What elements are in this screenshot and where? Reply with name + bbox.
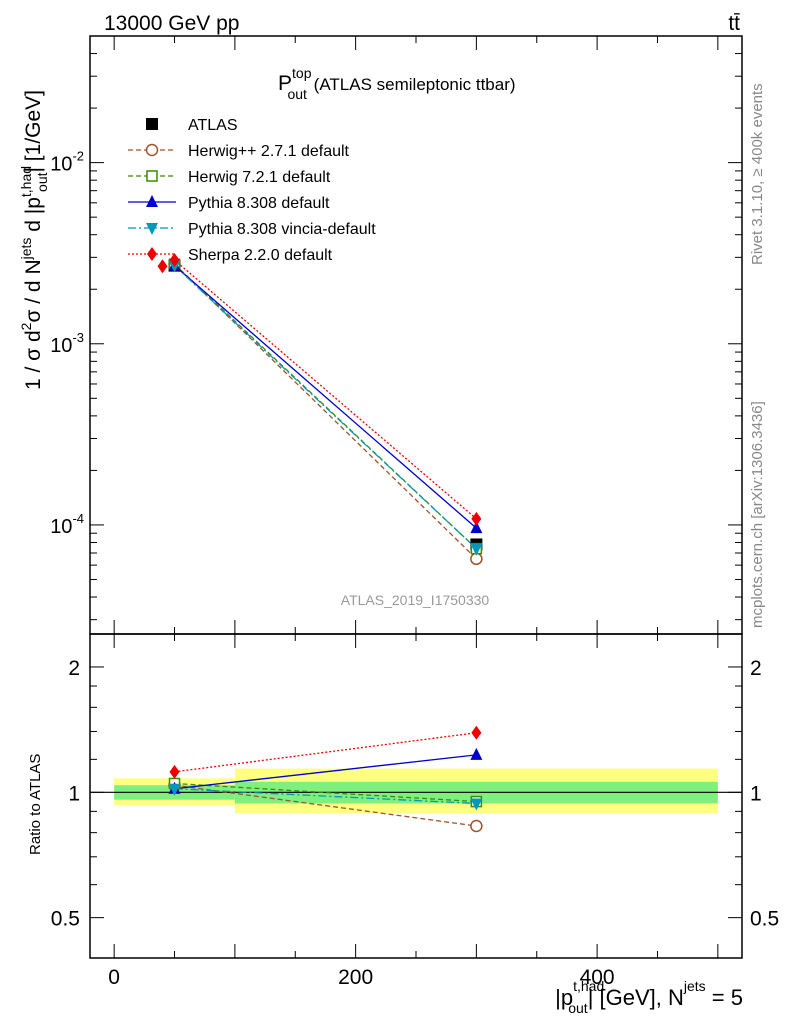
legend-marker xyxy=(145,143,159,157)
ratio-line xyxy=(174,788,477,805)
plot-title: Ptop out (ATLAS semileptonic ttbar) xyxy=(278,65,516,102)
y-tick-label: 0.5 xyxy=(51,908,80,931)
y-tick-label: 10-2 xyxy=(50,149,84,176)
legend-marker xyxy=(147,247,157,261)
legend-marker xyxy=(146,223,158,235)
legend-item: Pythia 8.308 vincia-default xyxy=(128,221,376,238)
legend-marker xyxy=(146,170,158,182)
watermark: ATLAS_2019_I1750330 xyxy=(341,592,490,608)
legend-item: ATLAS xyxy=(146,117,238,134)
legend-label: Herwig++ 2.7.1 default xyxy=(188,143,350,160)
ratio-line xyxy=(174,732,477,773)
legend-label: Sherpa 2.2.0 default xyxy=(188,247,333,264)
series-line xyxy=(174,263,477,560)
legend-item: Herwig 7.2.1 default xyxy=(128,169,331,186)
main-ylabel: 1 / σ d2σ / d Njets d |pt,hadout| [1/GeV… xyxy=(18,90,50,390)
y-tick-label: 10-3 xyxy=(50,330,84,357)
x-tick-label: 400 xyxy=(580,966,615,989)
ratio-line xyxy=(174,782,477,803)
data-point xyxy=(470,521,483,534)
legend-item: Pythia 8.308 default xyxy=(128,195,330,212)
series-line xyxy=(174,259,477,520)
y-tick-label: 1 xyxy=(68,782,80,805)
legend-label: Herwig 7.2.1 default xyxy=(188,169,331,186)
x-tick-label: 200 xyxy=(338,966,373,989)
legend-label: Pythia 8.308 default xyxy=(188,195,330,212)
ratio-line xyxy=(174,784,477,827)
data-point xyxy=(157,259,168,274)
ratio-panel: 0.5 0.5 1 1 2 2 0 200 400 xyxy=(51,633,779,989)
y-tick-label: 10-4 xyxy=(50,511,84,538)
ratio-point xyxy=(471,725,482,740)
ratio-point xyxy=(470,819,483,833)
legend-item: Herwig++ 2.7.1 default xyxy=(128,143,350,160)
y-tick-label-right: 2 xyxy=(750,657,762,680)
y-tick-label-right: 0.5 xyxy=(750,908,779,931)
xlabel: |pt,had out| [GeV], Njets = 5 xyxy=(555,978,743,1016)
side-text-top: Rivet 3.1.10, ≥ 400k events xyxy=(749,83,766,265)
x-tick-label: 0 xyxy=(108,966,120,989)
header-right: tt̄ xyxy=(728,12,740,35)
legend-marker xyxy=(146,195,158,207)
y-tick-label: 2 xyxy=(68,657,80,680)
series-line xyxy=(174,265,477,529)
y-tick-label-right: 1 xyxy=(750,782,762,805)
legend-marker xyxy=(146,118,158,130)
series-line xyxy=(174,265,477,550)
header-left: 13000 GeV pp xyxy=(104,12,239,35)
data-point xyxy=(470,543,483,556)
legend: ATLAS Herwig++ 2.7.1 default Herwig 7.2.1 … xyxy=(128,117,376,264)
ratio-ylabel: Ratio to ATLAS xyxy=(27,754,44,855)
series-line xyxy=(174,263,477,550)
legend-label: Pythia 8.308 vincia-default xyxy=(188,221,376,238)
side-text-bottom: mcplots.cern.ch [arXiv:1306.3436] xyxy=(749,401,766,628)
ratio-point xyxy=(470,747,483,760)
data-point xyxy=(169,253,180,268)
ratio-point xyxy=(470,798,483,811)
ratio-point xyxy=(168,783,181,796)
data-point xyxy=(471,511,482,526)
legend-item: Sherpa 2.2.0 default xyxy=(128,247,333,264)
ratio-point xyxy=(169,764,180,779)
ratio-line xyxy=(174,754,477,790)
legend-label: ATLAS xyxy=(188,117,238,134)
